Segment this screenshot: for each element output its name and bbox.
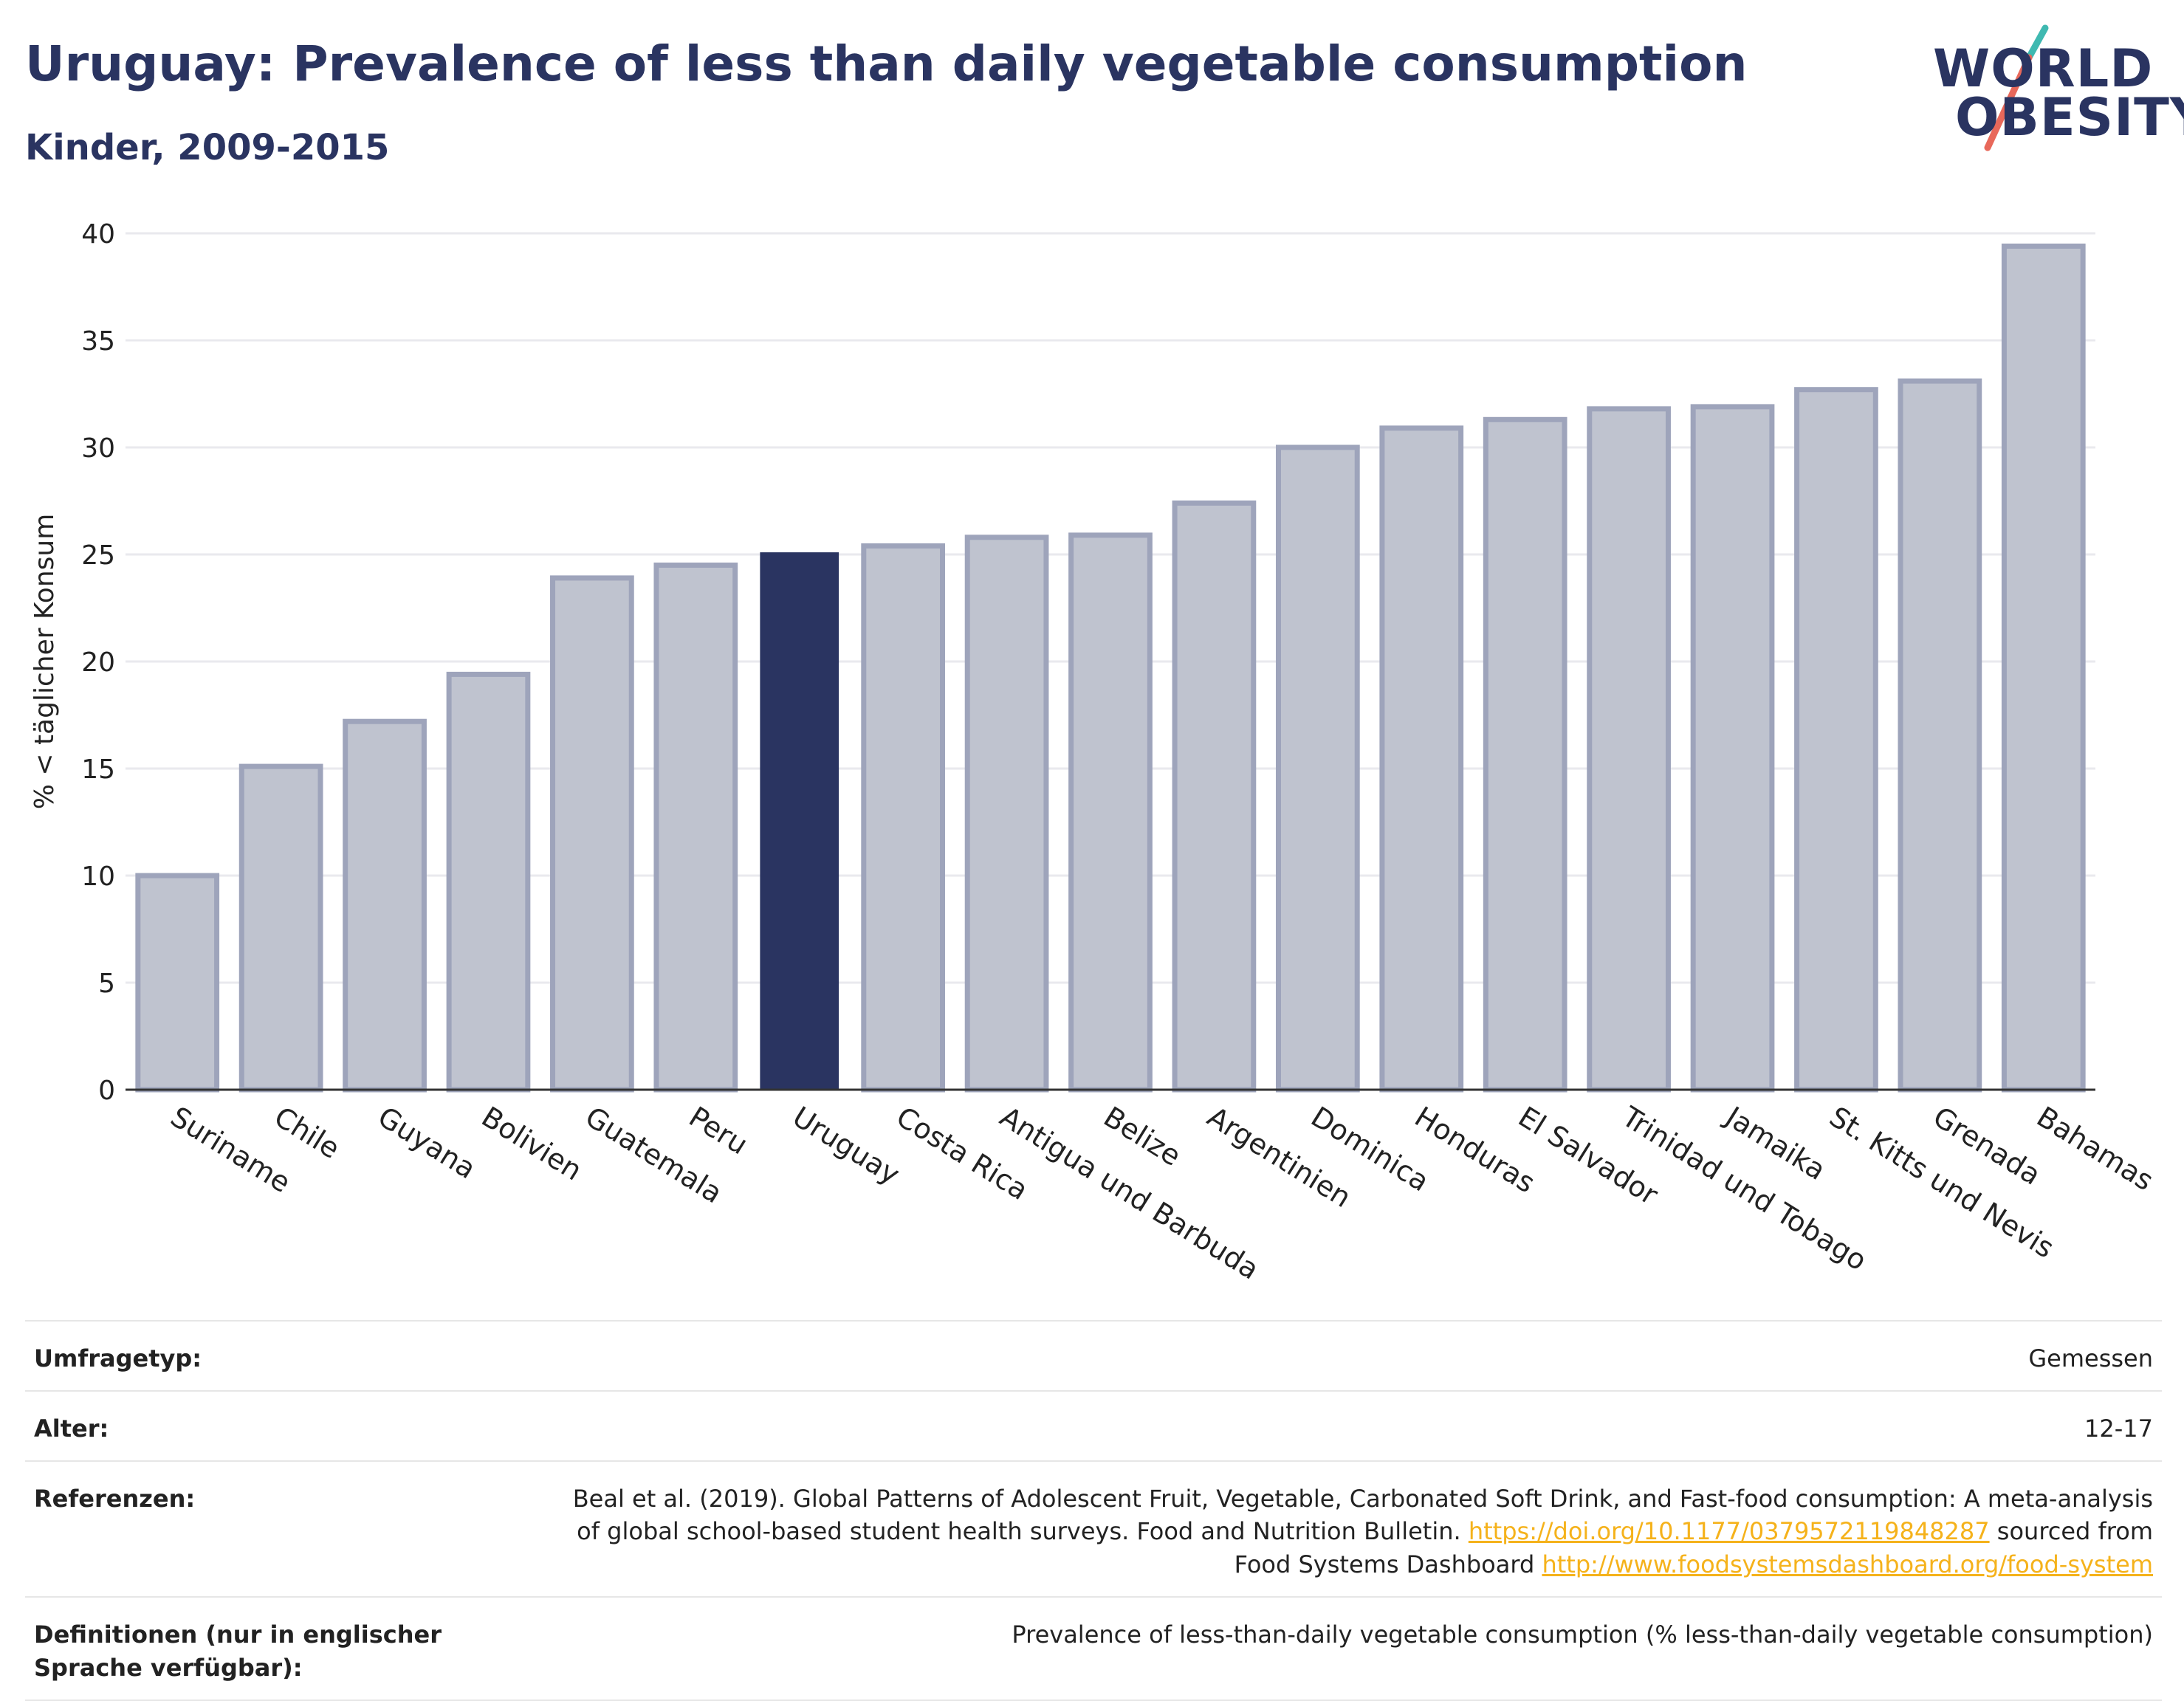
bar-suriname[interactable] (135, 873, 220, 1093)
bar-belize[interactable] (1068, 532, 1153, 1093)
x-tick-label: Chile (269, 1100, 346, 1165)
bar-argentinien[interactable] (1172, 500, 1257, 1093)
bar-bahamas[interactable] (2001, 243, 2086, 1093)
y-tick-label: 15 (81, 755, 115, 785)
bar-honduras[interactable] (1379, 425, 1464, 1093)
references-source: sourced from Food Systems Dashboard (1234, 1517, 2153, 1579)
meta-row-survey-type: Umfragetyp: Gemessen (25, 1320, 2162, 1390)
y-axis-title: % < täglicher Konsum (30, 514, 60, 810)
bar-dominica[interactable] (1275, 444, 1360, 1093)
logo-slash-icon (1984, 24, 2049, 151)
y-tick-label: 25 (81, 540, 115, 571)
chart-subtitle: Kinder, 2009-2015 (25, 127, 390, 168)
bar-costa-rica[interactable] (861, 543, 946, 1093)
bar-grenada[interactable] (1898, 378, 1982, 1093)
meta-row-age: Alter: 12-17 (25, 1389, 2162, 1460)
bar-guyana[interactable] (343, 718, 427, 1093)
bar-st-kitts-und-nevis[interactable] (1794, 387, 1878, 1093)
y-tick-label: 0 (98, 1076, 115, 1106)
logo-text-obesity: OBESITY (1955, 87, 2184, 148)
world-obesity-logo: WORLD OBESITY (1920, 22, 2184, 162)
bar-uruguay[interactable] (760, 552, 839, 1090)
metadata-table: Umfragetyp: Gemessen Alter: 12-17 Refere… (25, 1320, 2162, 1701)
meta-label: Alter: (34, 1414, 109, 1443)
meta-label: Umfragetyp: (34, 1344, 202, 1372)
bar-bolivien[interactable] (446, 671, 531, 1093)
bars (135, 243, 2086, 1093)
y-tick-label: 30 (81, 433, 115, 464)
y-tick-label: 40 (81, 219, 115, 250)
references-text: Beal et al. (2019). Global Patterns of A… (566, 1482, 2153, 1581)
logo-text-world: WORLD (1933, 38, 2154, 99)
dashboard-link[interactable]: http://www.foodsystemsdashboard.org/food… (1542, 1550, 2153, 1579)
y-axis-ticks: 0 5 10 15 20 25 30 35 40 (81, 219, 115, 1106)
bar-el-salvador[interactable] (1483, 416, 1567, 1093)
bar-guatemala[interactable] (550, 575, 634, 1093)
x-tick-label: Bahamas (2031, 1100, 2159, 1197)
y-tick-label: 20 (81, 647, 115, 678)
y-tick-label: 35 (81, 326, 115, 357)
chart-title: Uruguay: Prevalence of less than daily v… (25, 35, 1748, 92)
meta-value: 12-17 (2084, 1414, 2153, 1443)
meta-label: Definitionen (nur in englischer Sprache … (34, 1620, 442, 1682)
x-tick-label: Belize (1098, 1100, 1187, 1172)
x-tick-label: Uruguay (787, 1100, 905, 1191)
meta-value: Gemessen (2028, 1344, 2153, 1372)
meta-row-definitions: Definitionen (nur in englischer Sprache … (25, 1595, 2162, 1701)
x-tick-label: Guyana (372, 1100, 481, 1185)
bar-chile[interactable] (238, 763, 323, 1093)
bar-jamaika[interactable] (1690, 404, 1775, 1093)
meta-value: Prevalence of less-than-daily vegetable … (1012, 1620, 2153, 1649)
x-tick-label: Peru (684, 1100, 754, 1161)
bar-antigua-und-barbuda[interactable] (964, 535, 1049, 1093)
y-tick-label: 5 (98, 969, 115, 999)
bar-peru[interactable] (653, 563, 738, 1093)
meta-label: Referenzen: (34, 1484, 196, 1513)
bar-trinidad-und-tobago[interactable] (1587, 406, 1671, 1093)
x-tick-label: Bolivien (476, 1100, 588, 1186)
doi-link[interactable]: https://doi.org/10.1177/0379572119848287 (1468, 1517, 1990, 1546)
y-tick-label: 10 (81, 862, 115, 892)
references-citation: Beal et al. (2019). Global Patterns of A… (572, 1484, 2153, 1546)
meta-row-references: Referenzen: Beal et al. (2019). Global P… (25, 1460, 2162, 1596)
